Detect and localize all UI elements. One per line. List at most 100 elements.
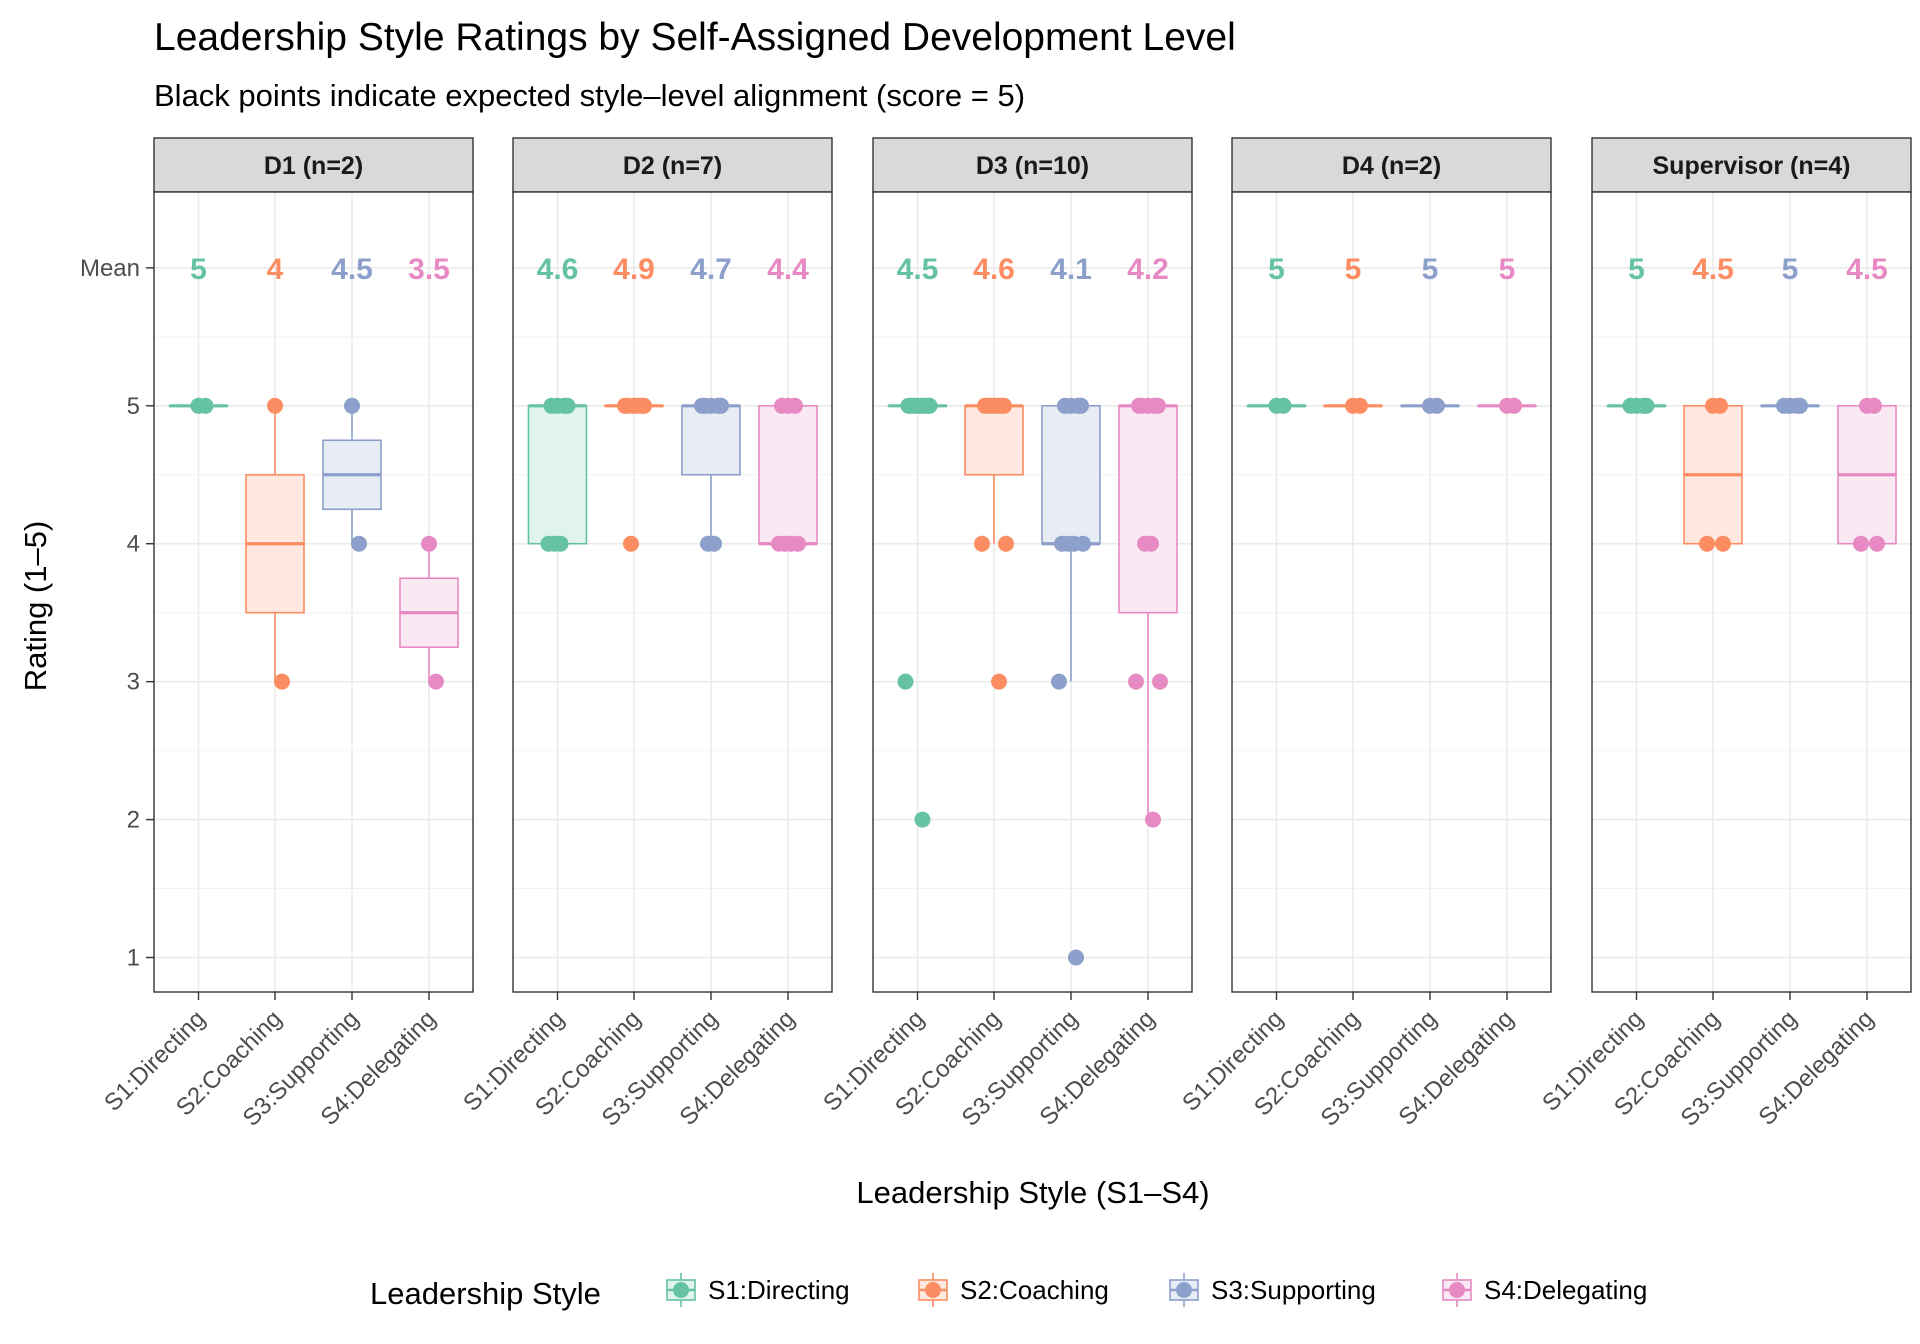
legend-title: Leadership Style [370, 1276, 601, 1311]
y-tick-label: 5 [127, 393, 140, 420]
data-point [421, 535, 437, 552]
box-group: 5 [168, 253, 229, 414]
facet-panel: D1 (n=2)5 4 4.5 3.5S1:DirectingS2:CoachingS… [99, 137, 474, 1132]
facet-panel: D2 (n=7)4.6 4.9 4.7 4.4S1:DirectingS2:Coach… [458, 137, 833, 1132]
data-point [700, 535, 716, 552]
legend-item: S4:Delegating [1442, 1273, 1647, 1307]
panel-background [1592, 192, 1911, 992]
mean-label: 5 [1268, 253, 1285, 286]
facet-panels: D1 (n=2)5 4 4.5 3.5S1:DirectingS2:CoachingS… [99, 137, 1912, 1132]
y-tick-label: 4 [127, 531, 140, 558]
data-point [1792, 397, 1808, 414]
box-group: 4.6 [964, 253, 1024, 690]
facet-strip [1231, 137, 1552, 193]
y-tick-label: 2 [127, 807, 140, 834]
box [758, 404, 818, 545]
data-point [1352, 397, 1368, 414]
data-point [1145, 811, 1161, 828]
mean-label: 4.5 [1846, 253, 1888, 286]
data-point [1853, 535, 1869, 552]
facet-strip [872, 137, 1193, 193]
x-axis-title: Leadership Style (S1–S4) [856, 1175, 1209, 1210]
box [1118, 404, 1178, 614]
data-point [428, 673, 444, 690]
legend-label: S1:Directing [708, 1275, 850, 1305]
data-point [998, 535, 1014, 552]
panel-border [1231, 191, 1552, 993]
legend: Leadership Style S1:Directing S2:Coaching… [370, 1273, 1647, 1311]
data-point [543, 397, 560, 414]
facet-strip [512, 137, 833, 193]
data-point [1075, 535, 1091, 552]
facet-panel: D4 (n=2)5 5 5 5S1:DirectingS2:CoachingS3:Su… [1177, 137, 1552, 1132]
mean-label: 5 [1782, 253, 1799, 286]
data-point [274, 673, 290, 690]
mean-label: 5 [1628, 253, 1645, 286]
data-point [1275, 397, 1292, 414]
data-point [623, 535, 639, 552]
box-group: 5 [1760, 253, 1820, 414]
data-point [1060, 535, 1076, 552]
data-point [1150, 397, 1166, 414]
legend-items: S1:Directing S2:Coaching S3:Supporting S4:D… [666, 1273, 1647, 1307]
y-axis: 1 2 3 4 5 Mean [80, 255, 154, 972]
panel-background [1232, 192, 1551, 992]
data-point [617, 397, 633, 414]
legend-item: S3:Supporting [1169, 1273, 1376, 1307]
chart-subtitle: Black points indicate expected style–lev… [154, 78, 1025, 113]
legend-key-point [1449, 1282, 1465, 1298]
mean-label: 4.5 [897, 253, 939, 286]
legend-label: S4:Delegating [1484, 1275, 1647, 1305]
data-point [1622, 397, 1639, 414]
data-point [906, 397, 923, 414]
data-point [344, 397, 360, 414]
data-point [1638, 397, 1655, 414]
data-point [1128, 673, 1144, 690]
data-point [897, 673, 914, 690]
facet-strip-label: Supervisor (n=4) [1653, 152, 1851, 180]
mean-label: 5 [1422, 253, 1439, 286]
data-point [713, 397, 729, 414]
mean-label: 5 [1499, 253, 1516, 286]
data-point [197, 397, 214, 414]
box-group: 5 [1606, 253, 1667, 414]
data-point [351, 535, 367, 552]
data-point [1068, 949, 1084, 966]
facet-strip-label: D4 (n=2) [1342, 152, 1441, 180]
data-point [1699, 535, 1715, 552]
data-point [546, 535, 563, 552]
mean-label: 5 [1345, 253, 1362, 286]
mean-label: 4.4 [767, 253, 809, 286]
data-point [1131, 397, 1147, 414]
facet-panel: Supervisor (n=4)5 4.5 5 4.5S1:DirectingS2:C… [1537, 137, 1912, 1132]
y-tick-label: 3 [127, 669, 140, 696]
panel-border [872, 191, 1193, 993]
mean-label: 4.6 [973, 253, 1015, 286]
mean-label: 4.5 [331, 253, 373, 286]
box-group: 4.1 [1041, 253, 1101, 966]
data-point [921, 397, 938, 414]
data-point [694, 397, 710, 414]
data-point [1866, 397, 1882, 414]
data-point [914, 811, 931, 828]
data-point [1152, 673, 1168, 690]
mean-label: 4 [267, 253, 284, 286]
data-point [1712, 397, 1728, 414]
data-point [1051, 673, 1067, 690]
box-group: 4.5 [322, 253, 382, 552]
data-point [1715, 535, 1731, 552]
panel-border [153, 191, 474, 993]
y-tick-label: 1 [127, 945, 140, 972]
mean-label: 4.7 [690, 253, 732, 286]
facet-panel: D3 (n=10)4.5 4.6 4.1 4.2S1:DirectingS2:Coac… [818, 137, 1193, 1132]
panel-background [513, 192, 832, 992]
legend-key-point [925, 1282, 941, 1298]
legend-item: S1:Directing [666, 1273, 850, 1307]
legend-label: S2:Coaching [960, 1275, 1109, 1305]
box [964, 404, 1024, 476]
box-group: 3.5 [399, 253, 459, 690]
facet-strip [1591, 137, 1912, 193]
y-tick-label-mean: Mean [80, 255, 140, 282]
data-point [629, 397, 645, 414]
box-group: 4.5 [887, 253, 948, 828]
